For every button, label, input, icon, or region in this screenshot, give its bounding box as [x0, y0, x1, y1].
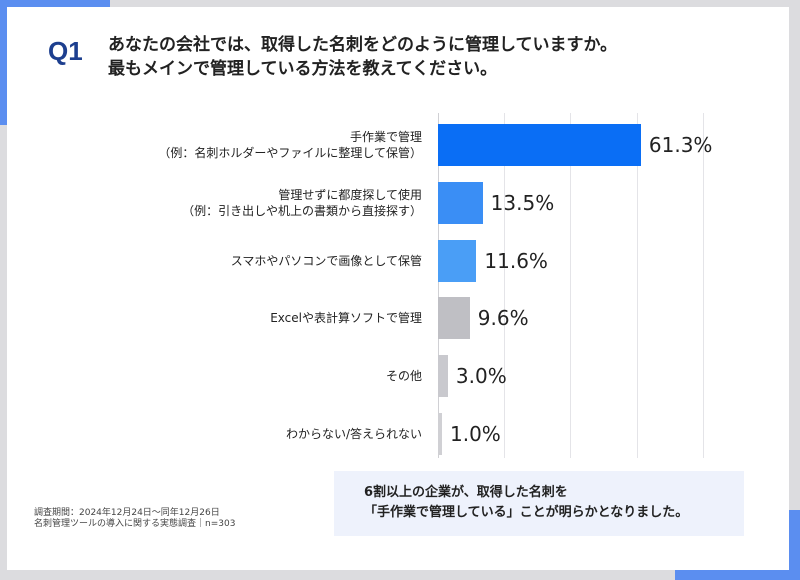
value-label-1: 13.5%	[490, 190, 555, 215]
question-line-2: 最もメインで管理している方法を教えてください。	[108, 59, 498, 79]
value-label-3: 9.6%	[477, 306, 529, 331]
bar-5	[438, 413, 442, 455]
category-label-line: その他	[385, 369, 422, 384]
bar-1	[438, 181, 483, 224]
survey-footnote: 調査期間：2024年12月24日〜同年12月26日 名刺管理ツールの導入に関する…	[34, 508, 235, 530]
footnote-survey: 名刺管理ツールの導入に関する実態調査｜n=303	[34, 519, 236, 529]
category-label-4: その他	[386, 368, 422, 384]
category-label-line: スマホやパソコンで画像として保管	[230, 253, 422, 268]
category-label-1: 管理せずに都度探して使用 （例：引き出しや机上の書類から直接探す）	[182, 187, 422, 219]
callout-line-2: 「手作業で管理している」ことが明らかとなりました。	[364, 505, 689, 520]
footnote-period: 調査期間：2024年12月24日〜同年12月26日	[34, 508, 220, 518]
value-label-2: 11.6%	[484, 248, 548, 273]
category-label-2: スマホやパソコンで画像として保管	[231, 253, 422, 269]
question-number: Q1	[48, 36, 83, 66]
x-axis-baseline	[438, 113, 439, 458]
bar-3	[438, 297, 470, 340]
category-label-line: 手作業で管理	[349, 130, 422, 144]
category-label-line: （例：名刺ホルダーやファイルに整理して保管）	[158, 146, 422, 160]
summary-callout: 6割以上の企業が、取得した名刺を 「手作業で管理している」ことが明らかとなりまし…	[334, 471, 744, 536]
value-label-5: 1.0%	[450, 422, 501, 446]
category-label-line: 管理せずに都度探して使用	[278, 187, 422, 202]
bar-2	[438, 239, 477, 282]
category-label-5: わからない/答えられない	[286, 426, 422, 442]
question-line-1: あなたの会社では、取得した名刺をどのように管理していますか。	[108, 35, 618, 55]
gridline	[570, 113, 572, 458]
bar-4	[438, 355, 448, 398]
category-label-0: 手作業で管理 （例：名刺ホルダーやファイルに整理して保管）	[158, 129, 422, 161]
category-label-3: Excelや表計算ソフトで管理	[270, 310, 422, 326]
question-text: あなたの会社では、取得した名刺をどのように管理していますか。 最もメインで管理し…	[108, 33, 617, 81]
gridline	[636, 113, 638, 458]
gridline	[504, 113, 506, 458]
bar-0	[438, 124, 641, 166]
category-label-line: わからない/答えられない	[285, 427, 422, 441]
gridline	[702, 113, 704, 458]
category-label-line: （例：引き出しや机上の書類から直接探す）	[182, 203, 422, 218]
callout-line-1: 6割以上の企業が、取得した名刺を	[364, 485, 568, 500]
category-label-line: Excelや表計算ソフトで管理	[270, 311, 422, 326]
value-label-0: 61.3%	[648, 133, 713, 157]
value-label-4: 3.0%	[455, 364, 507, 389]
